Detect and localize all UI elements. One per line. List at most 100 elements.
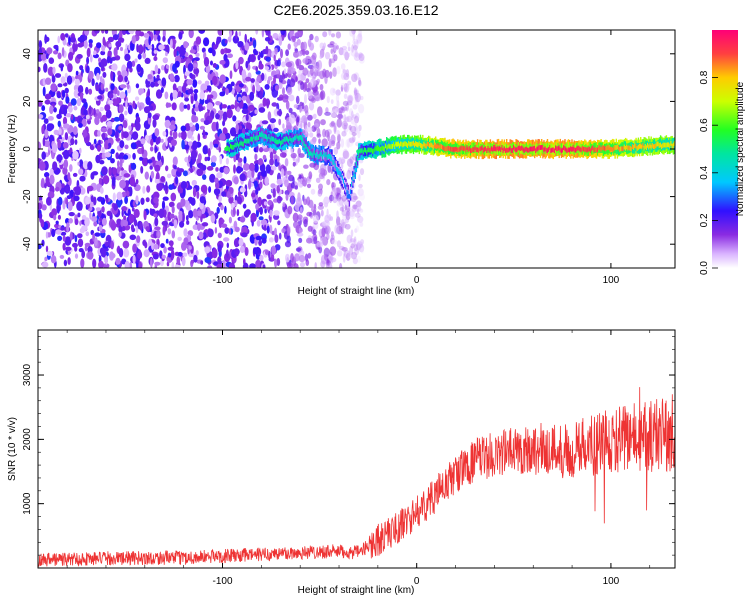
- noise-cell: [186, 79, 193, 86]
- noise-cell: [336, 65, 341, 75]
- noise-cell: [45, 53, 49, 60]
- noise-cell: [225, 157, 229, 165]
- noise-cell: [219, 166, 225, 173]
- ridge-cell: [485, 146, 487, 152]
- noise-cell: [199, 196, 206, 204]
- noise-cell: [94, 116, 100, 126]
- noise-cell: [48, 57, 55, 64]
- ridge-cell: [440, 144, 443, 150]
- noise-cell: [155, 30, 161, 36]
- noise-cell: [51, 75, 56, 83]
- noise-cell: [76, 54, 83, 59]
- noise-cell: [158, 208, 165, 219]
- noise-cell: [255, 188, 259, 195]
- noise-cell: [358, 103, 365, 114]
- noise-cell: [273, 76, 276, 85]
- noise-cell: [179, 47, 186, 57]
- noise-cell: [117, 160, 120, 168]
- noise-cell: [322, 68, 327, 78]
- noise-cell: [130, 42, 135, 52]
- noise-cell: [76, 201, 83, 211]
- noise-cell: [60, 226, 65, 231]
- ridge-cell: [408, 140, 410, 146]
- noise-cell: [143, 32, 150, 38]
- noise-cell: [77, 233, 83, 239]
- noise-cell: [190, 95, 194, 105]
- noise-cell: [259, 181, 263, 189]
- ridge-cell: [271, 136, 274, 142]
- noise-cell: [264, 37, 271, 42]
- noise-cell: [336, 210, 339, 219]
- noise-cell: [122, 240, 130, 249]
- noise-cell: [132, 131, 139, 141]
- noise-cell: [317, 106, 323, 117]
- noise-cell: [336, 240, 341, 248]
- noise-cell: [296, 116, 300, 123]
- noise-cell: [259, 163, 266, 173]
- noise-cell: [221, 223, 228, 228]
- noise-cell: [327, 163, 331, 173]
- noise-cell: [330, 109, 337, 118]
- noise-cell: [341, 49, 348, 56]
- ridge-cell: [290, 138, 292, 143]
- ridge-cell: [273, 136, 275, 142]
- noise-cell: [245, 209, 251, 216]
- noise-cell: [298, 227, 302, 234]
- ridge-cell: [367, 147, 369, 153]
- ridge-cell: [249, 137, 252, 142]
- ridge-cell: [268, 134, 270, 139]
- noise-cell: [276, 178, 283, 186]
- noise-cell: [186, 103, 191, 111]
- noise-cell: [69, 231, 73, 241]
- noise-cell: [268, 237, 274, 243]
- noise-cell: [46, 123, 53, 132]
- ridge-cell: [362, 149, 365, 155]
- noise-cell: [233, 238, 240, 248]
- noise-cell: [255, 193, 259, 201]
- noise-cell: [267, 76, 273, 81]
- x-tick-label: 0: [414, 275, 420, 286]
- noise-cell: [256, 75, 261, 83]
- noise-cell: [212, 75, 218, 86]
- noise-cell: [170, 252, 174, 261]
- noise-cell: [260, 219, 268, 226]
- ridge-cell: [642, 142, 644, 148]
- noise-cell: [228, 36, 232, 43]
- noise-cell: [79, 175, 86, 182]
- ridge-cell: [469, 148, 472, 153]
- noise-cell: [117, 155, 125, 160]
- noise-cell: [356, 33, 363, 44]
- noise-cell: [316, 133, 322, 138]
- noise-cell: [115, 175, 122, 181]
- noise-cell: [97, 95, 103, 100]
- noise-cell: [72, 242, 78, 248]
- noise-cell: [328, 262, 333, 268]
- ridge-cell: [567, 147, 570, 153]
- ridge-cell: [555, 145, 557, 151]
- noise-cell: [154, 64, 159, 74]
- noise-cell: [336, 114, 344, 119]
- noise-cell: [312, 65, 319, 70]
- noise-cell: [245, 60, 249, 69]
- ridge-cell: [390, 144, 393, 149]
- noise-cell: [281, 228, 286, 234]
- noise-cell: [173, 48, 177, 58]
- noise-cell: [179, 220, 185, 228]
- noise-cell: [43, 63, 48, 73]
- ridge-point: [637, 144, 643, 149]
- noise-cell: [333, 125, 337, 135]
- ridge-point: [259, 132, 264, 137]
- ridge-cell: [600, 146, 602, 152]
- noise-cell: [144, 57, 151, 64]
- ridge-cell: [479, 146, 481, 152]
- noise-cell: [340, 156, 346, 164]
- noise-cell: [322, 31, 328, 38]
- noise-cell: [324, 129, 330, 138]
- noise-cell: [121, 30, 127, 35]
- noise-cell: [274, 85, 280, 91]
- ridge-cell: [589, 142, 592, 153]
- ridge-cell: [355, 161, 358, 167]
- noise-cell: [320, 209, 324, 217]
- noise-cell: [213, 261, 219, 266]
- noise-cell: [43, 140, 51, 148]
